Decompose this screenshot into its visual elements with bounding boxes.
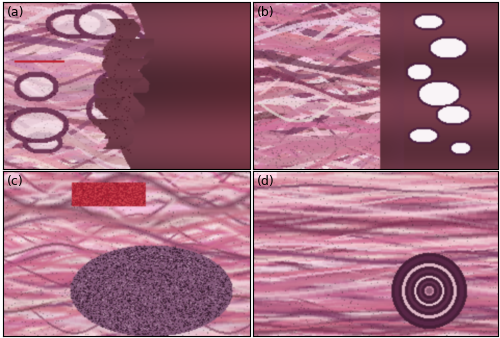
Text: (c): (c) <box>7 175 24 188</box>
Text: (a): (a) <box>7 6 24 19</box>
Text: (d): (d) <box>257 175 274 188</box>
Text: (b): (b) <box>257 6 274 19</box>
